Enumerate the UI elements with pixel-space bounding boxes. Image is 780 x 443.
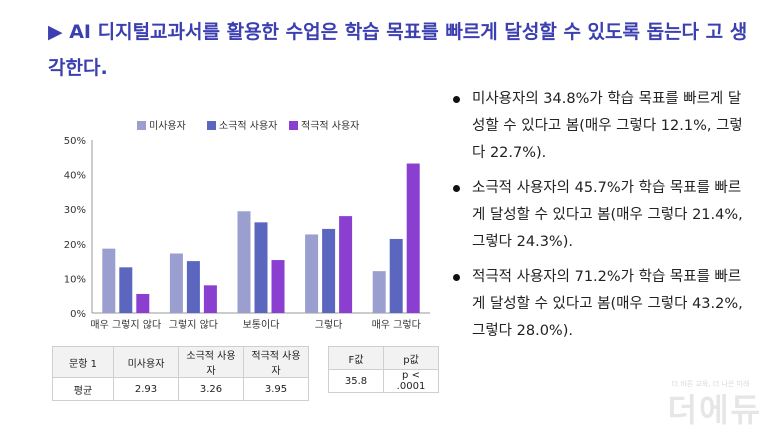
legend-label: 적극적 사용자 (301, 120, 359, 132)
bar (136, 293, 150, 313)
finding-text: 미사용자의 34.8%가 학습 목표를 빠르게 달성할 수 있다고 봄(매우 그… (472, 91, 743, 161)
table-cell: 3.95 (243, 377, 309, 401)
table-cell: 35.8 (328, 369, 384, 393)
bar (406, 163, 420, 313)
bar (339, 216, 353, 313)
table-header-cell: 문항 1 (52, 346, 114, 378)
finding-item: 미사용자의 34.8%가 학습 목표를 빠르게 달성할 수 있다고 봄(매우 그… (450, 86, 750, 167)
test-stats-table: F값 p값 35.8 p < .0001 (328, 346, 439, 393)
x-tick-label: 그렇다 (315, 318, 343, 331)
table-header-cell: 적극적 사용자 (243, 346, 309, 378)
y-tick-label: 20% (64, 240, 86, 251)
bar (254, 222, 268, 313)
x-tick-label: 그렇지 않다 (169, 318, 218, 331)
table-header-cell: F값 (328, 346, 384, 370)
x-tick-label: 매우 그렇지 않다 (90, 318, 161, 331)
brand-watermark: 더 바른 교육, 더 나은 미래 더에듀 (668, 379, 762, 431)
x-tick-label: 보통이다 (243, 319, 280, 331)
table-row: 35.8 p < .0001 (328, 369, 439, 393)
bar (203, 285, 217, 313)
bullet-dot-icon (453, 185, 460, 192)
findings-list: 미사용자의 34.8%가 학습 목표를 빠르게 달성할 수 있다고 봄(매우 그… (450, 86, 750, 353)
page-heading: ▶ AI 디지털교과서를 활용한 수업은 학습 목표를 빠르게 달성할 수 있도… (48, 21, 748, 79)
bar (389, 238, 403, 313)
table-header-row: 문항 1 미사용자 소극적 사용자 적극적 사용자 (52, 346, 309, 378)
bullet-dot-icon (453, 96, 460, 103)
legend-swatch (289, 121, 298, 130)
bar (186, 261, 200, 313)
bar (372, 271, 386, 313)
x-tick-label: 매우 그렇다 (372, 318, 421, 331)
table-cell: 3.26 (178, 377, 244, 401)
watermark-tagline: 더 바른 교육, 더 나은 미래 (671, 380, 750, 388)
finding-item: 적극적 사용자의 71.2%가 학습 목표를 빠르게 달성할 수 있다고 봄(매… (450, 264, 750, 345)
table-header-cell: 미사용자 (113, 346, 179, 378)
bar (322, 228, 336, 313)
table-header-cell: 소극적 사용자 (178, 346, 244, 378)
finding-text: 소극적 사용자의 45.7%가 학습 목표를 빠르게 달성할 수 있다고 봄(매… (472, 180, 743, 250)
watermark-logo: 더에듀 (667, 391, 762, 429)
legend-swatch (137, 121, 146, 130)
bar-chart-svg: 미사용자 소극적 사용자 적극적 사용자 0% 10% 20% 30% 40% 50% 매우 그렇… (64, 120, 430, 331)
table-row: 평균 2.93 3.26 3.95 (52, 377, 309, 401)
y-tick-label: 30% (64, 205, 86, 216)
bullet-dot-icon (453, 274, 460, 281)
legend-swatch (207, 121, 216, 130)
finding-item: 소극적 사용자의 45.7%가 학습 목표를 빠르게 달성할 수 있다고 봄(매… (450, 175, 750, 256)
means-table: 문항 1 미사용자 소극적 사용자 적극적 사용자 평균 2.93 3.26 3… (52, 346, 309, 401)
legend-label: 미사용자 (149, 120, 186, 132)
y-tick-label: 40% (64, 171, 86, 182)
bar (102, 248, 116, 313)
bar (305, 234, 319, 313)
y-tick-label: 50% (64, 136, 86, 147)
table-header-row: F값 p값 (328, 346, 439, 370)
y-tick-label: 10% (64, 274, 86, 285)
bar (237, 211, 251, 313)
bar (119, 267, 133, 313)
table-cell: p < .0001 (383, 369, 439, 393)
bar (271, 260, 285, 313)
table-cell: 평균 (52, 377, 114, 401)
table-cell: 2.93 (113, 377, 179, 401)
bar (169, 253, 183, 313)
finding-text: 적극적 사용자의 71.2%가 학습 목표를 빠르게 달성할 수 있다고 봄(매… (472, 269, 743, 339)
table-header-cell: p값 (383, 346, 439, 370)
y-tick-label: 0% (70, 309, 86, 320)
legend-label: 소극적 사용자 (219, 120, 277, 132)
bar-chart: 미사용자 소극적 사용자 적극적 사용자 0% 10% 20% 30% 40% 50% 매우 그렇… (40, 110, 440, 340)
